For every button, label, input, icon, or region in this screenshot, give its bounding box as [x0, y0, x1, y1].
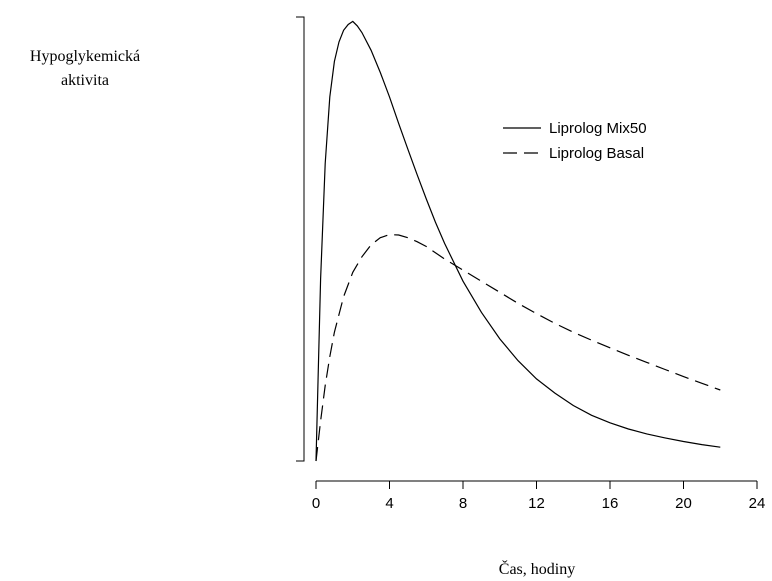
legend: Liprolog Mix50 Liprolog Basal — [503, 120, 647, 162]
x-tick-label: 8 — [459, 495, 467, 512]
x-tick-label: 24 — [749, 495, 766, 512]
y-axis-label-line-1: Hypoglykemická — [30, 48, 140, 65]
x-tick-label: 4 — [385, 495, 393, 512]
series-line-1 — [315, 20, 721, 462]
legend-label-2: Liprolog Basal — [549, 145, 644, 162]
x-tick-label: 0 — [312, 495, 320, 512]
y-axis-label-line-2: aktivita — [61, 72, 109, 89]
x-axis: 0 4 8 12 16 20 24 — [312, 480, 766, 512]
series-line-2 — [315, 233, 721, 462]
y-axis — [296, 16, 305, 462]
x-axis-label: Čas, hodiny — [499, 559, 575, 578]
x-tick-label: 12 — [528, 495, 545, 512]
x-tick-label: 16 — [602, 495, 619, 512]
x-tick-label: 20 — [675, 495, 692, 512]
legend-label-1: Liprolog Mix50 — [549, 120, 647, 137]
plot-area — [315, 20, 721, 462]
